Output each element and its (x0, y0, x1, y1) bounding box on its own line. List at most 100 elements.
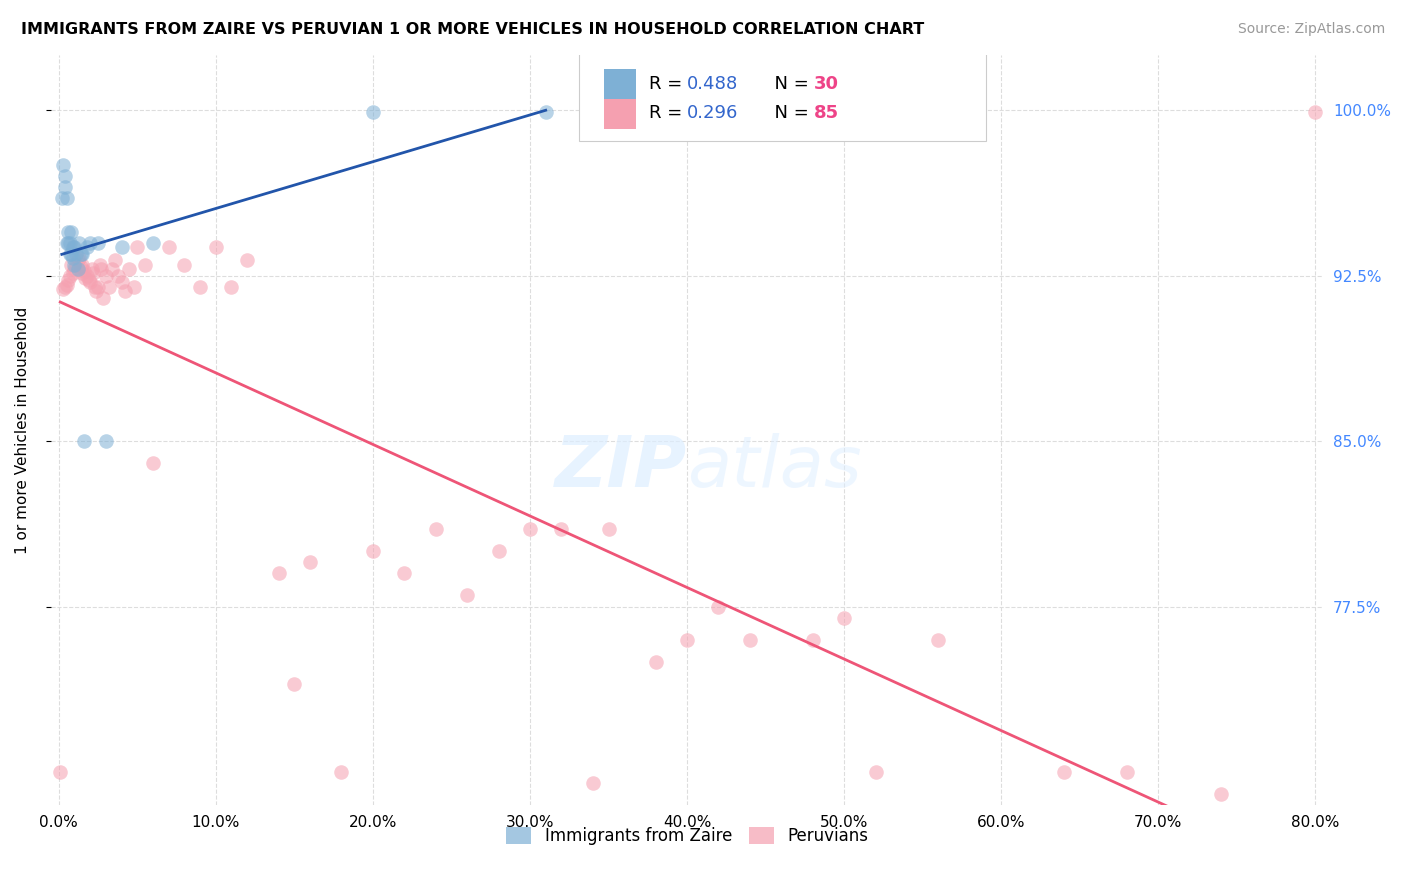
Point (62, 240, 84, 254)
Point (534, 105, 557, 120)
Point (142, 235, 165, 250)
Point (60, 225, 83, 239)
Point (1226, 831, 1249, 846)
Point (69, 246, 91, 260)
Point (67, 235, 90, 250)
Point (142, 456, 165, 470)
Point (110, 240, 132, 254)
Point (59, 235, 82, 250)
Point (911, 831, 934, 846)
Point (1272, 820, 1295, 834)
Point (707, 599, 730, 614)
Point (73, 264, 96, 278)
Point (738, 632, 761, 647)
Point (53, 169, 76, 184)
Point (79, 275, 101, 289)
Point (114, 284, 136, 298)
Point (1178, 831, 1201, 846)
Point (425, 522, 447, 536)
Point (361, 544, 384, 558)
Point (82, 267, 104, 281)
Point (72, 246, 94, 260)
Point (118, 262, 141, 277)
Text: 30: 30 (814, 75, 839, 93)
Legend: Immigrants from Zaire, Peruvians: Immigrants from Zaire, Peruvians (506, 827, 868, 846)
Point (173, 258, 195, 272)
FancyBboxPatch shape (605, 70, 636, 99)
Point (73, 434, 96, 449)
Text: 85: 85 (814, 103, 839, 122)
Point (104, 253, 127, 268)
Text: ZIP: ZIP (555, 434, 688, 502)
Point (76, 268, 98, 283)
Point (598, 522, 620, 536)
Point (394, 566, 416, 581)
Point (157, 240, 180, 254)
Point (755, 831, 778, 846)
Point (51, 192, 73, 206)
Point (69, 260, 91, 274)
Point (62, 267, 84, 281)
Point (221, 279, 243, 293)
Point (53, 279, 76, 293)
Y-axis label: 1 or more Vehicles in Household: 1 or more Vehicles in Household (15, 307, 30, 554)
Point (89, 258, 111, 272)
Point (66, 253, 89, 268)
Text: R =: R = (650, 75, 688, 93)
Point (83, 279, 105, 293)
Point (107, 268, 129, 283)
Point (101, 262, 124, 277)
Point (90, 262, 112, 277)
Point (72, 258, 94, 272)
Point (67, 251, 90, 265)
Point (55, 277, 77, 292)
FancyBboxPatch shape (605, 99, 636, 128)
Point (204, 240, 226, 254)
Text: N =: N = (763, 103, 815, 122)
Point (927, 632, 949, 647)
Point (94, 434, 117, 449)
Point (87, 279, 110, 293)
Point (52, 158, 75, 172)
Point (87, 235, 110, 250)
Point (63, 258, 86, 272)
Point (77, 273, 100, 287)
Point (52, 282, 75, 296)
Point (832, 610, 855, 624)
Point (865, 764, 887, 779)
Point (1296, 831, 1319, 846)
Point (676, 632, 699, 647)
Point (361, 105, 384, 120)
Point (97, 279, 120, 293)
Text: 0.488: 0.488 (688, 75, 738, 93)
Point (76, 240, 98, 254)
Point (1147, 831, 1170, 846)
Text: IMMIGRANTS FROM ZAIRE VS PERUVIAN 1 OR MORE VEHICLES IN HOUSEHOLD CORRELATION CH: IMMIGRANTS FROM ZAIRE VS PERUVIAN 1 OR M… (21, 22, 924, 37)
Point (65, 246, 87, 260)
Point (49, 764, 72, 779)
Point (236, 253, 259, 268)
Point (1241, 809, 1264, 823)
Point (519, 522, 541, 536)
Point (127, 240, 149, 254)
Point (63, 240, 86, 254)
Point (75, 271, 97, 285)
Point (1305, 105, 1327, 120)
Point (1288, 831, 1310, 846)
Point (63, 262, 86, 277)
Point (134, 258, 156, 272)
Point (990, 831, 1012, 846)
Point (456, 589, 478, 603)
Point (110, 275, 132, 289)
Text: Source: ZipAtlas.com: Source: ZipAtlas.com (1237, 22, 1385, 37)
Text: 0.296: 0.296 (688, 103, 738, 122)
Point (66, 262, 89, 277)
Point (1053, 764, 1076, 779)
Point (550, 522, 572, 536)
Point (59, 246, 82, 260)
Point (1069, 831, 1091, 846)
Point (644, 655, 666, 669)
Point (801, 632, 824, 647)
Point (60, 258, 83, 272)
Point (330, 764, 353, 779)
